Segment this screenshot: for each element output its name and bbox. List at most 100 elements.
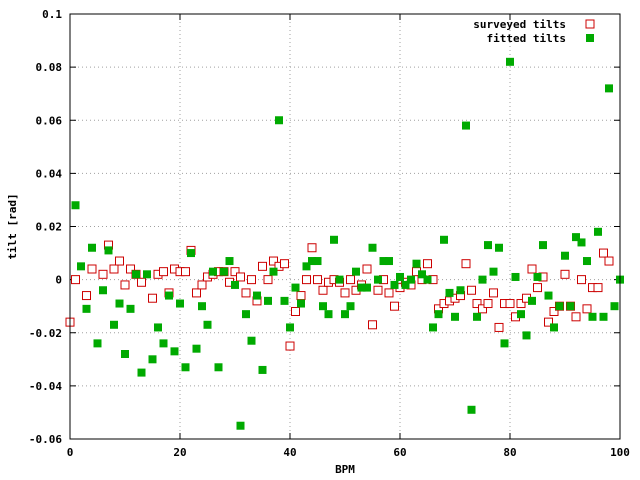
fitted-tilt-point (445, 288, 454, 297)
tick-labels: -0.06 -0.04 -0.02 0 0.02 0.04 0.06 0.08 0.1 0 20 40… (29, 8, 630, 459)
surveyed-tilt-point (599, 248, 608, 258)
x-tick-label: 60 (393, 446, 406, 459)
fitted-tilt-point (335, 275, 344, 284)
x-tick-label: 20 (173, 446, 186, 459)
surveyed-tilt-point (181, 267, 190, 277)
fitted-tilt-point (313, 257, 322, 266)
y-tick-label: -0.02 (29, 327, 62, 340)
fitted-tilt-point (522, 331, 531, 340)
surveyed-tilt-point (483, 299, 493, 309)
fitted-tilt-point (583, 257, 591, 266)
fitted-tilt-point (192, 344, 201, 353)
fitted-tilt-point (198, 302, 206, 311)
fitted-tilt-point (137, 368, 146, 377)
y-tick-label: 0 (55, 274, 62, 287)
fitted-tilt-point (258, 365, 267, 374)
fitted-tilt-point (330, 235, 338, 244)
surveyed-tilt-point (533, 283, 542, 293)
fitted-tilt-point (385, 257, 393, 266)
fitted-tilt-point (302, 262, 311, 271)
surveyed-tilt-point (137, 277, 146, 287)
surveyed-tilt-point (368, 320, 377, 330)
fitted-tilt-point (121, 350, 129, 358)
surveyed-tilt-point (197, 280, 207, 290)
fitted-tilt-point (566, 302, 575, 311)
fitted-tilt-point (495, 243, 503, 252)
fitted-tilt-point (555, 302, 564, 311)
legend-label-surveyed: surveyed tilts (473, 18, 566, 31)
surveyed-tilt-point (362, 264, 372, 274)
fitted-tilt-point (467, 405, 476, 414)
fitted-tilt-point (407, 275, 415, 284)
fitted-tilt-point (572, 233, 580, 242)
fitted-tilt-point (489, 267, 498, 276)
surveyed-tilt-point (241, 288, 251, 298)
fitted-tilt-point (77, 262, 85, 271)
fitted-tilt-point (550, 323, 558, 332)
y-tick-label: -0.04 (29, 380, 62, 393)
fitted-tilt-point (363, 283, 371, 292)
fitted-tilt-point (594, 227, 602, 236)
fitted-tilt-point (280, 296, 289, 305)
fitted-tilt-point (451, 312, 459, 321)
fitted-tilt-point (341, 310, 349, 319)
y-tick-label: 0.02 (36, 221, 63, 234)
fitted-tilt-point (93, 339, 102, 348)
y-tick-label: 0.06 (36, 114, 63, 127)
fitted-tilt-point (368, 243, 377, 252)
surveyed-tilt-point (291, 307, 300, 316)
fitted-tilt-point (308, 257, 316, 266)
fitted-tilt-point (379, 257, 388, 266)
surveyed-tilt-point (263, 275, 273, 285)
fitted-tilt-point (473, 312, 481, 321)
data-points (65, 57, 624, 430)
fitted-tilt-point (544, 291, 553, 300)
surveyed-tilt-point (302, 275, 311, 285)
fitted-tilt-point (220, 267, 228, 276)
legend-marker-fitted (586, 34, 594, 42)
fitted-tilt-point (577, 238, 586, 247)
fitted-tilt-point (176, 299, 184, 308)
surveyed-tilt-point (318, 285, 328, 295)
fitted-tilt-point (539, 241, 547, 250)
fitted-tilt-point (418, 270, 426, 279)
x-axis-label: BPM (335, 463, 355, 476)
fitted-tilt-point (440, 235, 448, 244)
surveyed-tilt-point (390, 301, 399, 311)
fitted-tilt-point (104, 246, 113, 255)
surveyed-tilt-point (549, 307, 559, 316)
y-tick-label: 0.08 (36, 61, 63, 74)
surveyed-tilt-point (582, 304, 592, 314)
surveyed-tilt-point (544, 317, 553, 327)
surveyed-tilt-point (230, 267, 240, 277)
fitted-tilt-point (148, 355, 157, 364)
plot-frame (69, 13, 621, 440)
fitted-tilt-point (209, 267, 217, 276)
fitted-tilt-point (610, 302, 619, 311)
fitted-tilt-point (412, 259, 421, 268)
legend-marker-surveyed (585, 19, 595, 29)
fitted-tilt-point (99, 286, 107, 295)
fitted-tilt-point (517, 310, 525, 319)
fitted-tilt-point (187, 249, 195, 258)
fitted-tilt-point (462, 121, 470, 130)
fitted-tilt-point (170, 347, 179, 356)
surveyed-tilt-point (423, 259, 432, 269)
fitted-tilt-point (253, 291, 261, 300)
surveyed-tilt-point (494, 322, 504, 332)
surveyed-tilt-point (593, 283, 603, 293)
fitted-tilt-point (71, 201, 80, 210)
fitted-tilt-point (484, 241, 492, 250)
surveyed-tilt-point (472, 299, 482, 309)
x-tick-label: 100 (610, 446, 630, 459)
surveyed-tilt-point (82, 291, 91, 301)
surveyed-tilt-point (192, 288, 201, 298)
fitted-tilt-point (346, 302, 355, 311)
fitted-tilt-point (478, 275, 487, 284)
fitted-tilt-point (159, 339, 168, 348)
legend: surveyed tilts fitted tilts (473, 18, 595, 45)
x-tick-label: 40 (283, 446, 296, 459)
fitted-tilt-point (319, 302, 327, 311)
fitted-tilt-point (132, 270, 140, 279)
surveyed-tilt-point (236, 272, 245, 282)
